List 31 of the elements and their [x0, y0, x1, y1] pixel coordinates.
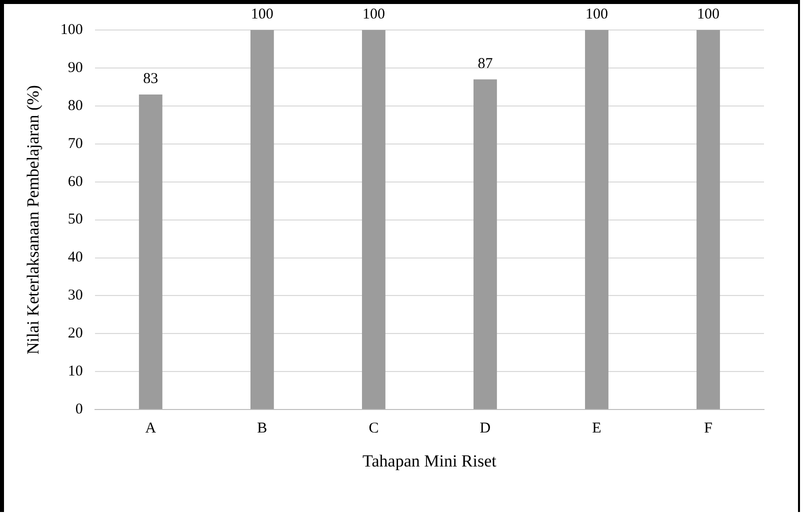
x-tick-label: F	[704, 420, 712, 437]
y-axis-title: Nilai Keterlaksanaan Pembelajaran (%)	[24, 85, 43, 355]
y-tick-label: 70	[68, 136, 83, 152]
x-tick-label: C	[368, 420, 379, 437]
y-tick-label: 60	[68, 174, 83, 190]
y-tick-label: 80	[68, 98, 83, 114]
bar	[696, 30, 720, 410]
x-tick-label: E	[592, 420, 602, 437]
x-tick-label: D	[480, 420, 491, 437]
bar	[138, 94, 162, 410]
y-tick-label: 0	[75, 402, 83, 418]
x-tick-label: A	[145, 420, 156, 437]
y-tick-label: 50	[68, 212, 83, 228]
y-tick-label: 90	[68, 60, 83, 76]
data-label: 100	[362, 6, 385, 22]
y-tick-label: 20	[68, 326, 83, 342]
data-label: 100	[585, 6, 608, 22]
y-tick-label: 40	[68, 250, 83, 266]
bar	[250, 30, 274, 410]
x-axis-title: Tahapan Mini Riset	[362, 451, 497, 470]
bar	[474, 79, 497, 410]
x-tick-label: B	[257, 420, 268, 437]
data-label: 87	[478, 56, 494, 72]
y-tick-label: 10	[68, 364, 83, 380]
data-label: 100	[250, 6, 274, 22]
y-tick-label: 30	[68, 288, 83, 304]
bar	[585, 30, 608, 410]
y-tick-label: 100	[60, 22, 83, 38]
bar	[362, 30, 386, 410]
data-label: 83	[143, 70, 158, 87]
data-label: 100	[696, 6, 720, 22]
